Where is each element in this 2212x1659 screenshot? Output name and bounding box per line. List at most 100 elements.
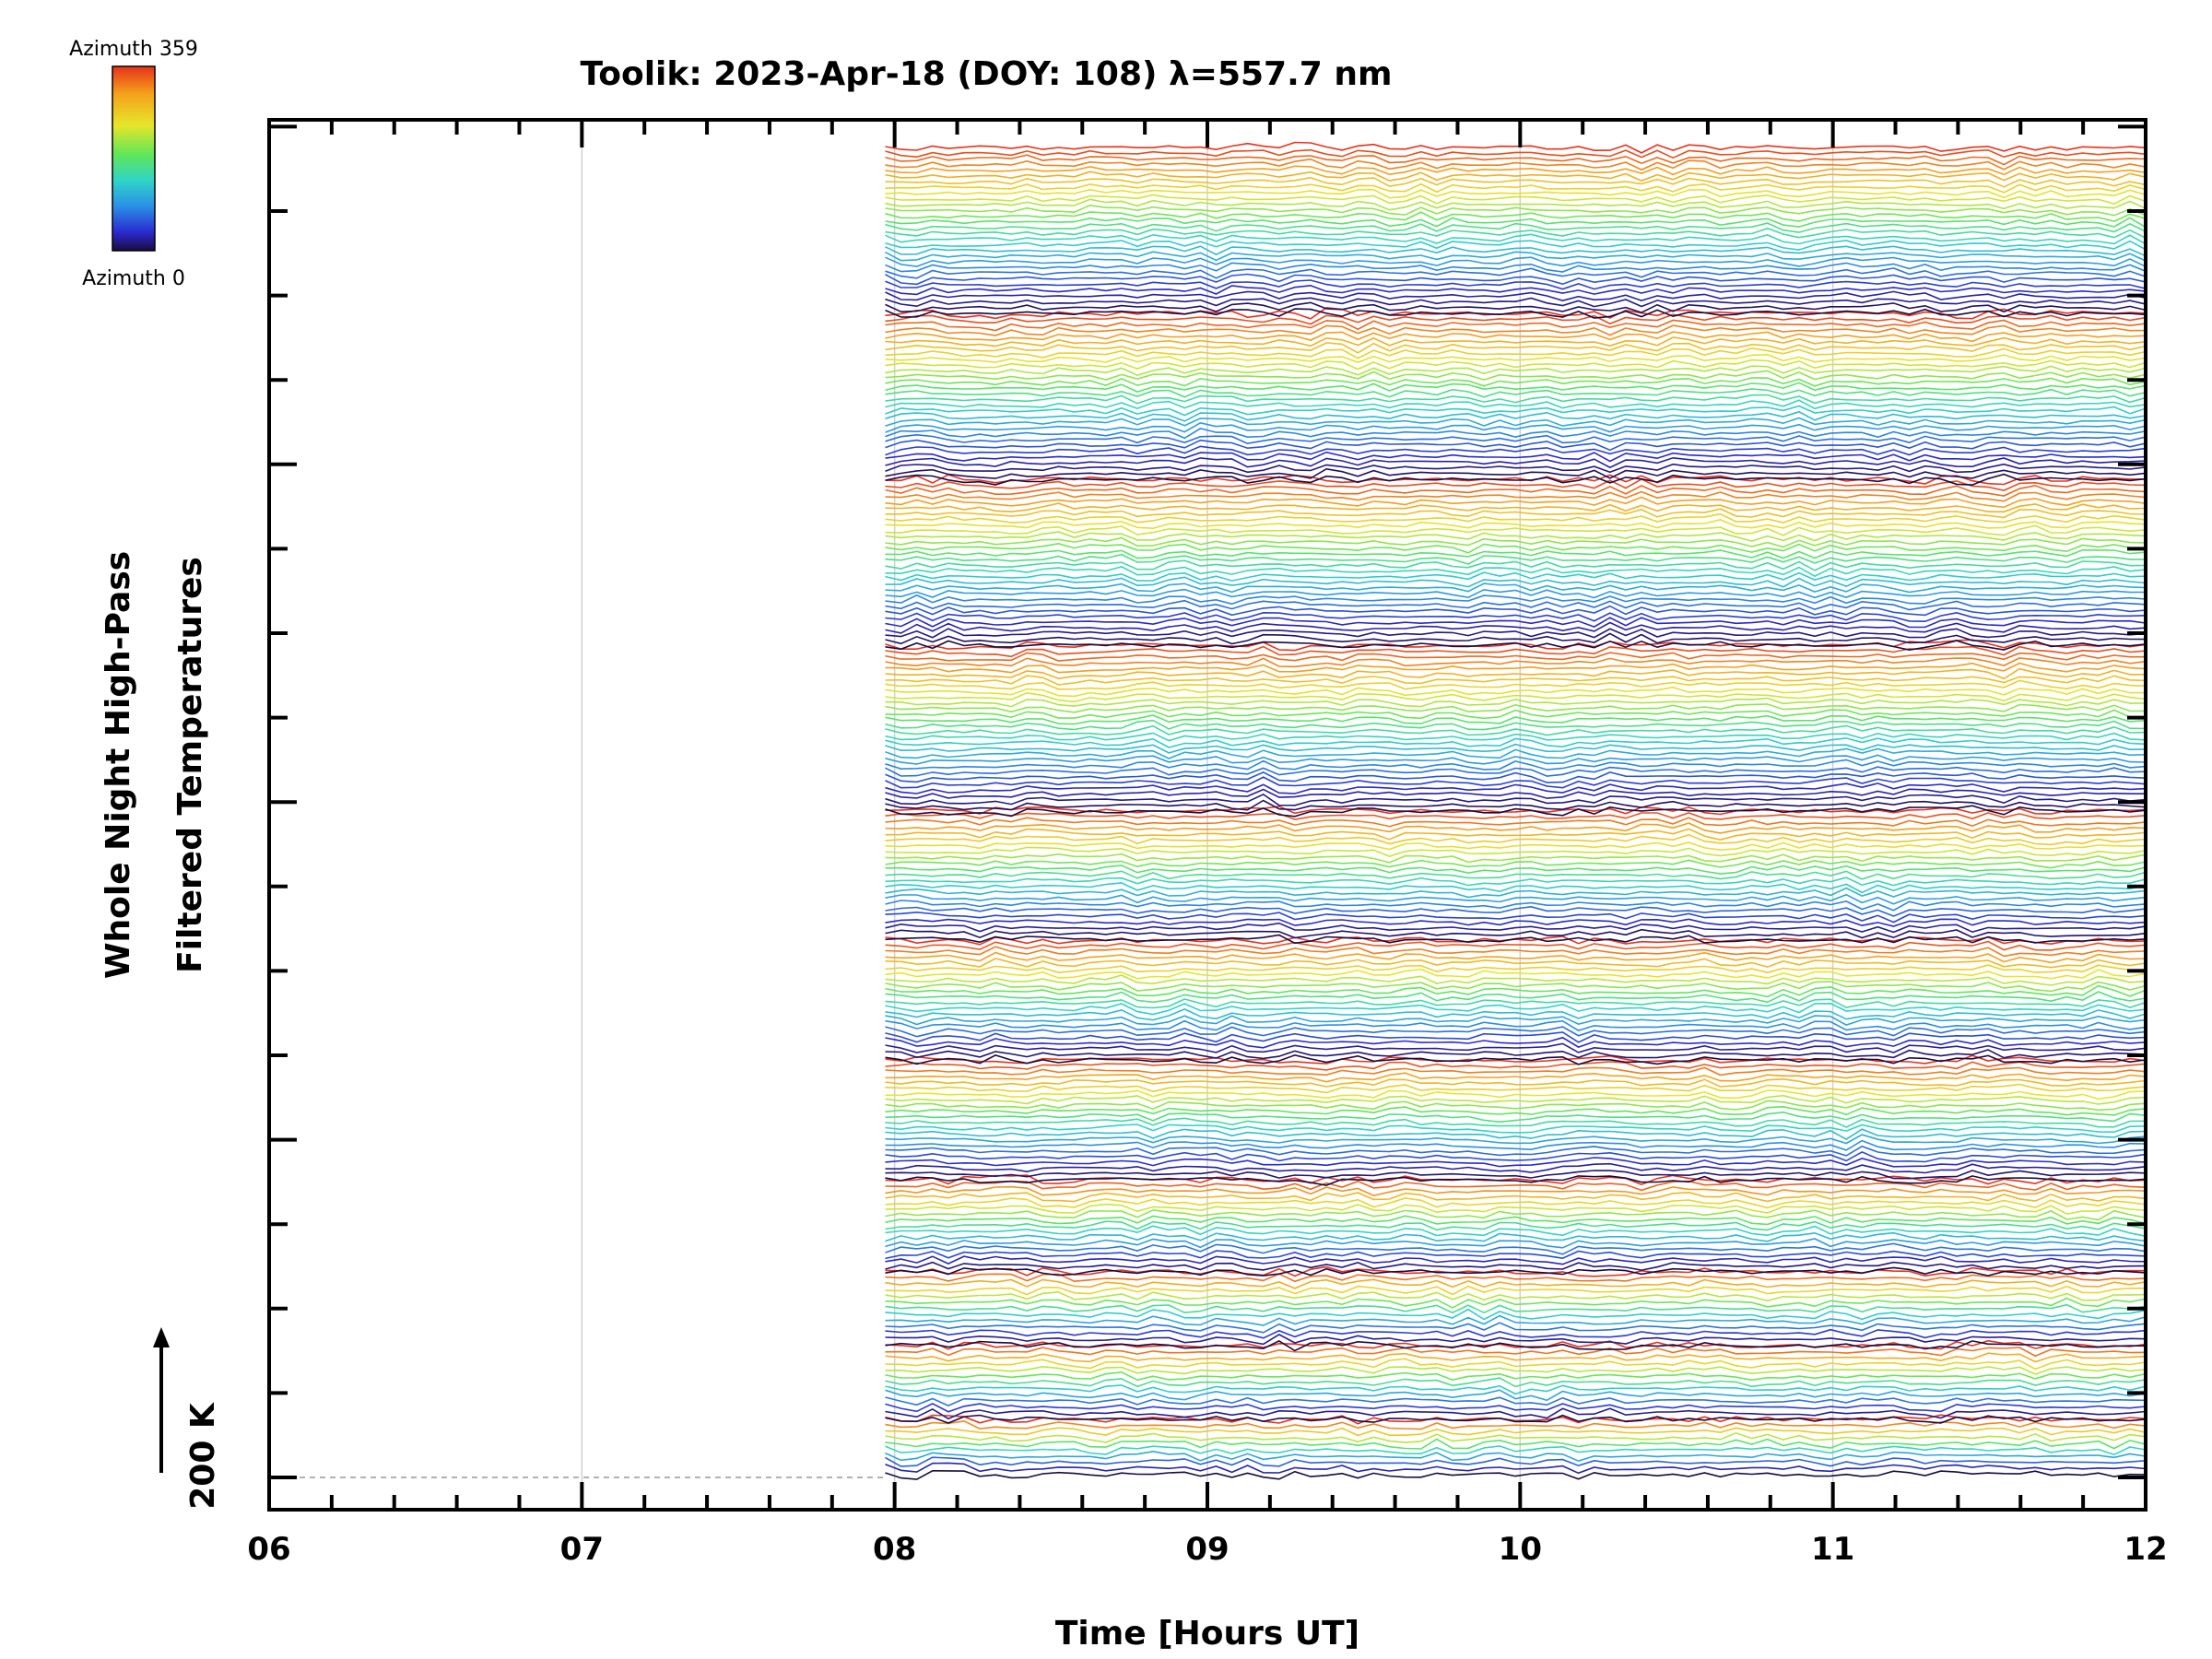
- azimuth-trace: [885, 308, 2146, 319]
- azimuth-trace: [885, 640, 2146, 652]
- azimuth-trace: [885, 405, 2146, 417]
- azimuth-trace: [885, 279, 2146, 290]
- azimuth-trace: [885, 822, 2146, 834]
- azimuth-trace: [885, 194, 2146, 206]
- azimuth-trace: [885, 301, 2146, 313]
- azimuth-trace: [885, 846, 2146, 857]
- azimuth-trace: [885, 421, 2146, 433]
- azimuth-trace: [885, 1049, 2146, 1060]
- azimuth-trace: [885, 1297, 2146, 1309]
- azimuth-trace: [885, 1185, 2146, 1197]
- azimuth-trace: [885, 652, 2146, 662]
- azimuth-trace: [885, 724, 2146, 736]
- azimuth-trace: [885, 1438, 2146, 1450]
- azimuth-trace: [885, 928, 2146, 939]
- azimuth-trace: [885, 536, 2146, 548]
- azimuth-trace: [885, 828, 2146, 841]
- azimuth-trace: [885, 662, 2146, 674]
- azimuth-trace: [885, 141, 2146, 154]
- azimuth-trace: [885, 399, 2146, 410]
- x-tick-label: 06: [247, 1531, 290, 1568]
- azimuth-trace: [885, 240, 2146, 251]
- azimuth-trace: [885, 188, 2146, 199]
- azimuth-trace: [885, 679, 2146, 690]
- azimuth-trace: [885, 1365, 2146, 1375]
- azimuth-trace: [885, 719, 2146, 731]
- azimuth-trace: [885, 290, 2146, 302]
- azimuth-trace: [885, 198, 2146, 211]
- azimuth-trace: [885, 951, 2146, 964]
- azimuth-trace: [885, 1396, 2146, 1406]
- azimuth-trace: [885, 571, 2146, 582]
- azimuth-trace: [885, 870, 2146, 880]
- azimuth-trace: [885, 324, 2146, 336]
- azimuth-trace: [885, 1352, 2146, 1363]
- azimuth-trace: [885, 502, 2146, 513]
- azimuth-trace: [885, 165, 2146, 176]
- scale-label: 200 K: [184, 1402, 222, 1510]
- azimuth-trace: [885, 1407, 2146, 1420]
- azimuth-trace: [885, 1419, 2146, 1430]
- x-tick-label: 09: [1185, 1531, 1229, 1568]
- azimuth-trace: [885, 1203, 2146, 1216]
- azimuth-trace: [885, 347, 2146, 359]
- azimuth-trace: [885, 1328, 2146, 1339]
- azimuth-trace: [885, 605, 2146, 617]
- azimuth-trace: [885, 1339, 2146, 1352]
- azimuth-trace: [885, 697, 2146, 708]
- x-tick-labels: 06 07 08 09 10 11 12: [247, 1531, 2167, 1568]
- azimuth-trace: [885, 451, 2146, 463]
- azimuth-trace: [885, 524, 2146, 536]
- azimuth-trace: [885, 922, 2146, 934]
- azimuth-trace: [885, 893, 2146, 905]
- azimuth-trace: [885, 833, 2146, 846]
- azimuth-trace: [885, 1094, 2146, 1105]
- azimuth-trace: [885, 958, 2146, 969]
- azimuth-trace: [885, 490, 2146, 502]
- azimuth-trace: [885, 759, 2146, 771]
- azimuth-trace: [885, 582, 2146, 594]
- azimuth-trace: [885, 1151, 2146, 1163]
- azimuth-trace: [885, 394, 2146, 405]
- azimuth-trace: [885, 617, 2146, 629]
- azimuth-trace: [885, 1220, 2146, 1231]
- azimuth-trace: [885, 940, 2146, 951]
- azimuth-trace: [885, 1053, 2146, 1065]
- azimuth-trace: [885, 998, 2146, 1009]
- azimuth-trace: [885, 217, 2146, 229]
- azimuth-trace: [885, 211, 2146, 222]
- azimuth-trace: [885, 991, 2146, 1004]
- azimuth-trace: [885, 1026, 2146, 1038]
- azimuth-trace: [885, 853, 2146, 864]
- azimuth-trace: [885, 1077, 2146, 1088]
- azimuth-trace: [885, 667, 2146, 680]
- azimuth-trace: [885, 934, 2146, 945]
- azimuth-trace: [885, 1314, 2146, 1326]
- azimuth-trace: [885, 812, 2146, 820]
- azimuth-trace: [885, 158, 2146, 171]
- azimuth-trace: [885, 1083, 2146, 1094]
- azimuth-trace: [885, 793, 2146, 806]
- azimuth-trace: [885, 1111, 2146, 1124]
- azimuth-trace: [885, 484, 2146, 497]
- azimuth-trace: [885, 1266, 2146, 1277]
- azimuth-trace: [885, 1197, 2146, 1209]
- azimuth-trace: [885, 1124, 2146, 1134]
- azimuth-trace: [885, 1322, 2146, 1334]
- traces-layer: [885, 141, 2146, 1480]
- azimuth-trace: [885, 1431, 2146, 1443]
- azimuth-trace: [885, 1072, 2146, 1083]
- azimuth-trace: [885, 1450, 2146, 1463]
- azimuth-trace: [885, 508, 2146, 519]
- azimuth-trace: [885, 512, 2146, 524]
- azimuth-trace: [885, 1265, 2146, 1277]
- azimuth-trace: [885, 686, 2146, 698]
- azimuth-trace: [885, 1308, 2146, 1321]
- azimuth-trace: [885, 377, 2146, 387]
- azimuth-trace: [885, 1285, 2146, 1296]
- azimuth-trace: [885, 1384, 2146, 1395]
- azimuth-trace: [885, 611, 2146, 623]
- azimuth-trace: [885, 599, 2146, 611]
- azimuth-trace: [885, 968, 2146, 980]
- azimuth-trace: [885, 496, 2146, 509]
